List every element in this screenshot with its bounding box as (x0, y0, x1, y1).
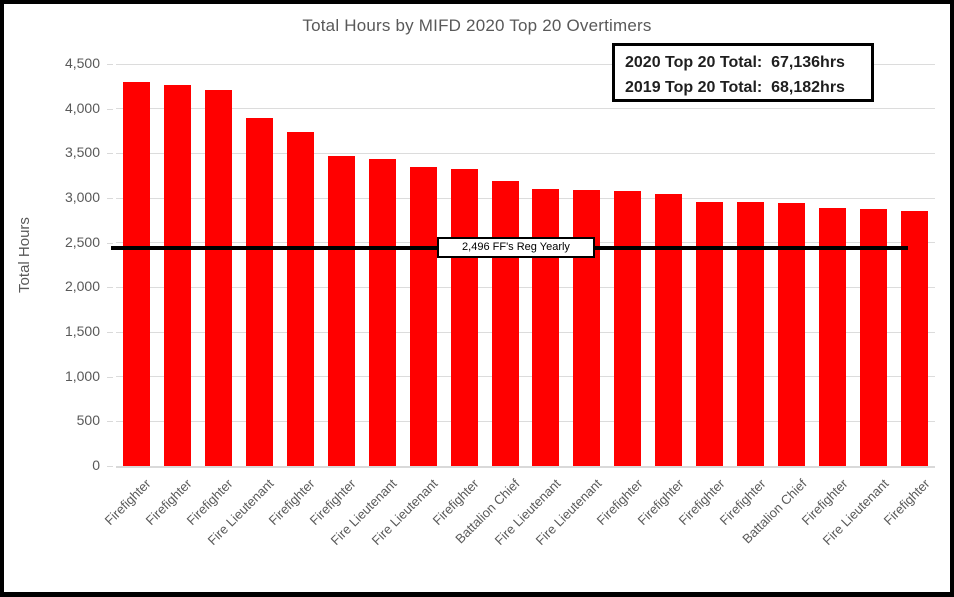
bar (409, 167, 437, 466)
x-axis-line (116, 466, 935, 468)
y-tick-label: 4,000 (64, 99, 100, 116)
y-tick-mark (107, 153, 113, 155)
y-tick-label: 4,500 (64, 55, 100, 71)
bar (819, 208, 847, 466)
y-tick-mark (107, 332, 113, 333)
gridline (116, 286, 935, 288)
y-tick-label: 2,500 (64, 233, 100, 250)
bar (327, 156, 355, 466)
y-tick-mark (107, 466, 113, 467)
y-tick-mark (107, 287, 113, 289)
y-tick-label: 2,000 (64, 278, 100, 295)
gridline (116, 197, 935, 199)
y-tick-mark (107, 108, 113, 110)
annotation-line-2020: 2020 Top 20 Total: 67,136hrs (625, 54, 845, 71)
gridline (116, 420, 935, 422)
bar (122, 81, 150, 466)
y-tick-label: 3,000 (64, 189, 100, 205)
bar (655, 194, 683, 466)
y-tick-mark (107, 64, 113, 65)
chart-title: Total Hours by MIFD 2020 Top 20 Overtime… (302, 16, 652, 35)
totals-annotation: 2020 Top 20 Total: 67,136hrs 2019 Top 20… (612, 43, 874, 102)
bar (614, 191, 642, 466)
bar (696, 202, 724, 466)
y-tick-label: 3,500 (64, 144, 100, 161)
gridline (116, 376, 935, 378)
gridline (116, 108, 935, 110)
bar (491, 181, 519, 466)
gridline (116, 63, 935, 65)
y-axis-title: Total Hours (16, 217, 33, 293)
y-tick-label: 0 (92, 457, 100, 473)
reference-line-label: 2,496 FF's Reg Yearly (437, 237, 595, 258)
bar (860, 208, 888, 466)
annotation-line-2019: 2019 Top 20 Total: 68,182hrs (625, 79, 845, 96)
bar (901, 210, 929, 466)
y-tick-mark (107, 242, 113, 244)
gridline (116, 331, 935, 333)
bar (245, 117, 273, 466)
y-tick-label: 1,000 (64, 367, 100, 384)
bar (573, 189, 601, 466)
bar (163, 85, 191, 466)
y-tick-label: 500 (76, 412, 100, 429)
bar (737, 202, 765, 466)
bar (368, 158, 396, 466)
y-tick-mark (107, 198, 113, 199)
gridline (116, 152, 935, 154)
bar (450, 168, 478, 466)
y-tick-label: 1,500 (64, 323, 100, 339)
y-tick-mark (107, 376, 113, 378)
bar (204, 89, 232, 466)
bar (532, 188, 560, 466)
y-tick-mark (107, 421, 113, 423)
bar (778, 202, 806, 466)
bar (286, 131, 314, 466)
